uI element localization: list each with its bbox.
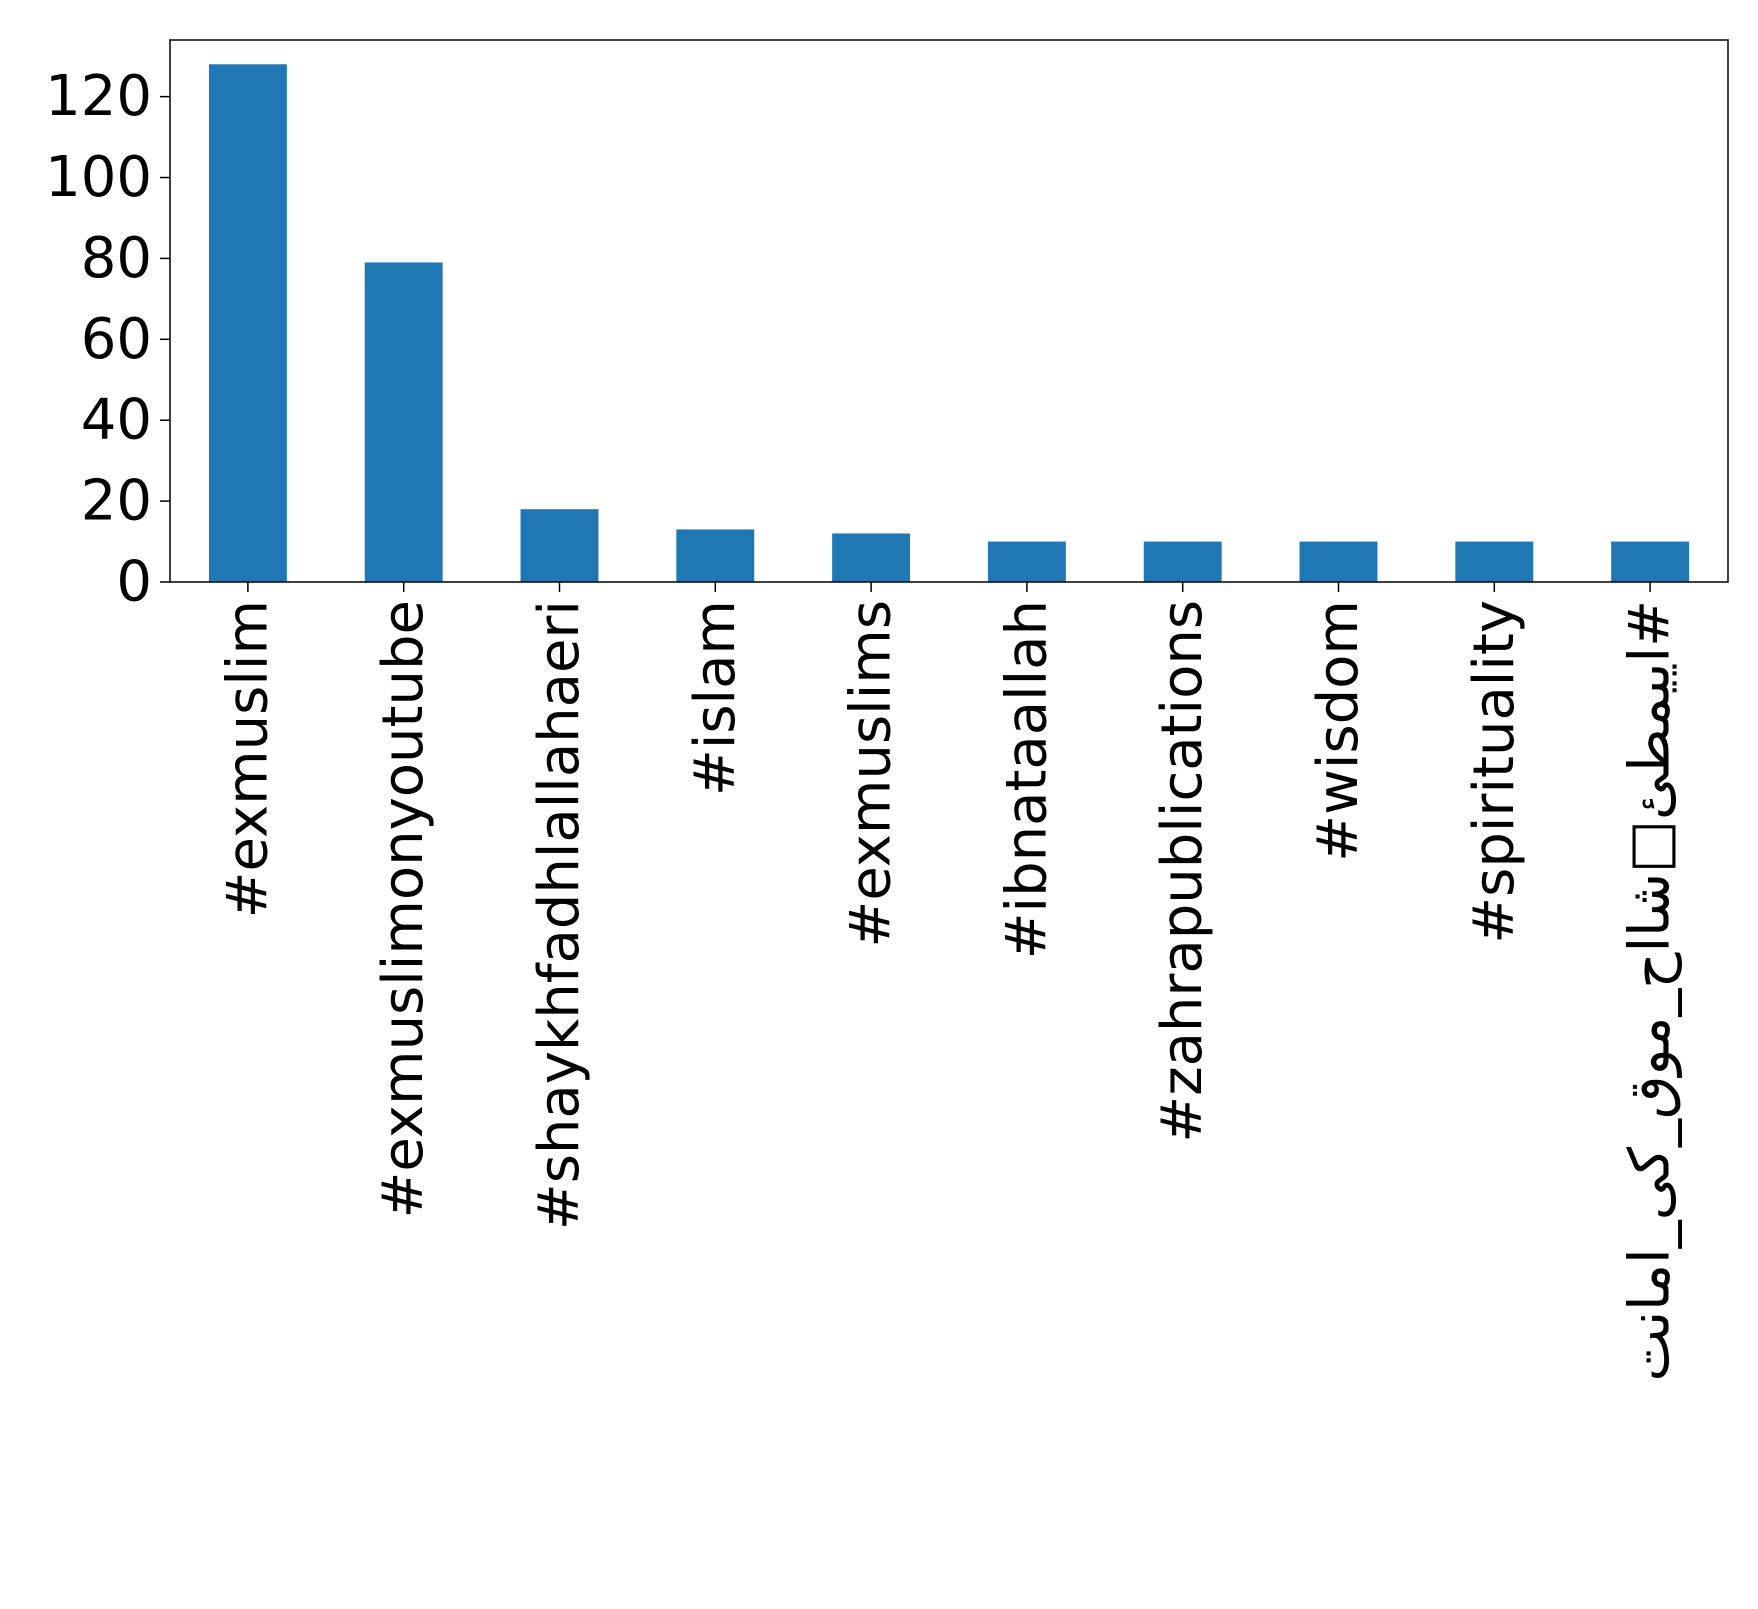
y-tick-label: 0 — [116, 550, 152, 615]
x-tick-label: #spirituality — [1462, 600, 1527, 944]
bar-6 — [987, 541, 1066, 582]
y-axis: 0 20 40 60 80 100 120 — [45, 64, 170, 615]
bar-9 — [1455, 541, 1534, 582]
x-tick-label: #islam — [683, 600, 748, 796]
bar-1 — [208, 64, 287, 582]
plot-frame — [169, 39, 1729, 583]
x-tick-label: #exmuslims — [839, 600, 904, 948]
x-tick-label: #zahrapublications — [1150, 600, 1215, 1143]
bar-5 — [832, 533, 911, 582]
y-tick-label: 40 — [81, 388, 152, 453]
y-tick-label: 120 — [45, 64, 152, 129]
x-tick-label: #exmuslim — [215, 600, 280, 918]
x-tick-label: #exmuslimonyoutube — [371, 600, 436, 1219]
bar-2 — [364, 262, 443, 582]
x-tick-label: #ibnataallah — [994, 600, 1059, 959]
y-tick-label: 80 — [81, 226, 152, 291]
bar-8 — [1299, 541, 1378, 582]
bar-10 — [1611, 541, 1690, 582]
y-tick-label: 20 — [81, 469, 152, 534]
x-tick-label: #اییمطئ□شااح_موق_کی_امانت — [1618, 600, 1683, 1381]
x-axis: #exmuslim #exmuslimonyoutube #shaykhfadhla… — [215, 582, 1683, 1381]
bars-group — [208, 64, 1690, 582]
y-tick-label: 100 — [45, 145, 152, 210]
y-tick-label: 60 — [81, 307, 152, 372]
bar-4 — [676, 529, 755, 582]
x-tick-label: #shaykhfadhlallahaeri — [527, 600, 592, 1230]
x-tick-label: #wisdom — [1306, 600, 1371, 862]
bar-3 — [520, 509, 599, 582]
bar-7 — [1143, 541, 1222, 582]
